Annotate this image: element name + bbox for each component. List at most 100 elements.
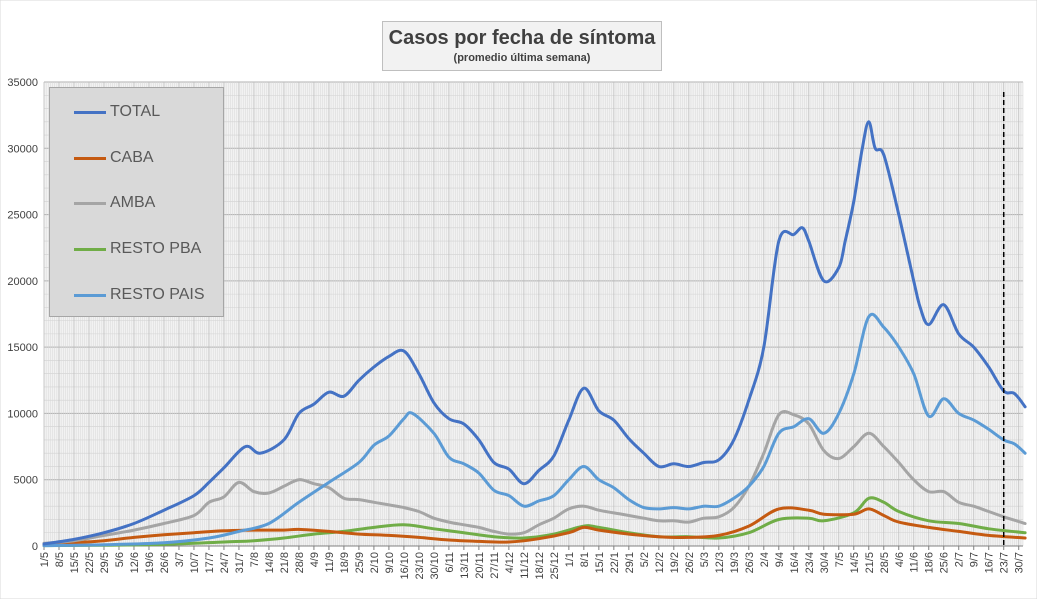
series-line-amba xyxy=(42,410,1027,545)
x-tick-label: 4/12 xyxy=(504,552,516,573)
x-axis: 1/5 8/5 15/5 22/5 29/5 5/6 12/6 19/6 26/6 3/7 10/7… xyxy=(39,545,1026,580)
x-tick-label: 4/9 xyxy=(309,552,321,567)
x-tick-label: 5/2 xyxy=(639,552,651,567)
x-tick-label: 2/7 xyxy=(954,552,966,567)
x-tick-label: 5/3 xyxy=(699,552,711,567)
x-tick-label: 26/3 xyxy=(744,552,756,573)
x-tick-label: 28/5 xyxy=(879,552,891,573)
x-tick-label: 21/5 xyxy=(864,552,876,573)
legend-item-amba: AMBA xyxy=(74,191,155,215)
x-tick-label: 15/1 xyxy=(594,552,606,573)
series-line-total xyxy=(42,120,1027,546)
x-tick-label: 12/2 xyxy=(654,552,666,573)
x-tick-label: 25/12 xyxy=(549,552,561,580)
x-tick-label: 26/6 xyxy=(159,552,171,573)
y-tick-label: 15000 xyxy=(7,342,38,354)
y-tick-label: 10000 xyxy=(7,408,38,420)
x-tick-label: 29/5 xyxy=(99,552,111,573)
x-tick-label: 8/1 xyxy=(579,552,591,567)
series-lines xyxy=(42,120,1027,548)
x-tick-label: 1/5 xyxy=(39,552,51,567)
y-tick-label: 5000 xyxy=(14,475,38,487)
x-tick-label: 12/3 xyxy=(714,552,726,573)
x-tick-label: 9/4 xyxy=(774,552,786,567)
x-tick-label: 10/7 xyxy=(189,552,201,573)
x-tick-label: 6/11 xyxy=(444,552,456,573)
x-tick-label: 18/6 xyxy=(924,552,936,573)
legend-item-total: TOTAL xyxy=(74,100,160,124)
legend-swatch-caba xyxy=(74,156,106,160)
legend-swatch-resto-pais xyxy=(74,293,106,297)
x-tick-label: 21/8 xyxy=(279,552,291,573)
legend-item-resto-pais: RESTO PAIS xyxy=(74,283,205,307)
x-tick-label: 11/12 xyxy=(519,552,531,579)
x-tick-label: 5/6 xyxy=(114,552,126,567)
x-tick-label: 13/11 xyxy=(459,552,471,579)
x-tick-label: 3/7 xyxy=(174,552,186,567)
x-tick-label: 19/6 xyxy=(144,552,156,573)
x-tick-label: 7/5 xyxy=(834,552,846,567)
x-tick-label: 30/7 xyxy=(1014,552,1026,573)
legend-label-resto-pba: RESTO PBA xyxy=(110,240,202,257)
x-tick-label: 28/8 xyxy=(294,552,306,573)
x-tick-label: 29/1 xyxy=(624,552,636,573)
x-tick-label: 12/6 xyxy=(129,552,141,573)
chart-subtitle: (promedio última semana) xyxy=(453,52,591,64)
legend-label-amba: AMBA xyxy=(110,194,156,211)
x-tick-label: 22/1 xyxy=(609,552,621,573)
x-tick-label: 14/5 xyxy=(849,552,861,573)
x-tick-label: 20/11 xyxy=(474,552,486,579)
legend-swatch-resto-pba xyxy=(74,247,106,251)
legend-swatch-total xyxy=(74,110,106,114)
x-tick-label: 8/5 xyxy=(54,552,66,567)
y-tick-label: 0 xyxy=(32,541,38,553)
x-tick-label: 23/10 xyxy=(414,552,426,580)
x-tick-label: 30/4 xyxy=(819,552,831,573)
legend-label-caba: CABA xyxy=(110,149,154,166)
x-tick-label: 15/5 xyxy=(69,552,81,573)
x-tick-label: 23/7 xyxy=(999,552,1011,573)
chart-title-box: Casos por fecha de síntoma (promedio últ… xyxy=(382,21,662,71)
x-tick-label: 18/12 xyxy=(534,552,546,580)
y-tick-label: 25000 xyxy=(7,210,38,222)
legend-item-caba: CABA xyxy=(74,146,154,170)
legend-swatch-amba xyxy=(74,201,106,205)
series-line-resto-pais xyxy=(42,312,1027,548)
x-tick-label: 7/8 xyxy=(249,552,261,567)
y-tick-label: 20000 xyxy=(7,276,38,288)
x-tick-label: 27/11 xyxy=(489,552,501,579)
x-tick-label: 16/10 xyxy=(399,552,411,580)
x-tick-label: 23/4 xyxy=(804,552,816,573)
x-tick-label: 18/9 xyxy=(339,552,351,573)
x-tick-label: 19/3 xyxy=(729,552,741,573)
x-tick-label: 11/9 xyxy=(324,552,336,573)
x-tick-label: 19/2 xyxy=(669,552,681,573)
chart-title: Casos por fecha de síntoma xyxy=(388,27,656,49)
legend-label-total: TOTAL xyxy=(110,103,161,120)
x-tick-label: 25/6 xyxy=(939,552,951,573)
x-tick-label: 31/7 xyxy=(234,552,246,573)
x-tick-label: 24/7 xyxy=(219,552,231,573)
x-tick-label: 16/7 xyxy=(984,552,996,573)
x-tick-label: 1/1 xyxy=(564,552,576,567)
x-tick-label: 17/7 xyxy=(204,552,216,573)
x-tick-label: 9/10 xyxy=(384,552,396,573)
x-tick-label: 22/5 xyxy=(84,552,96,573)
x-tick-label: 2/10 xyxy=(369,552,381,573)
x-tick-label: 2/4 xyxy=(759,552,771,567)
y-axis: 0 5000 10000 15000 20000 25000 30000 35000 xyxy=(7,77,38,553)
y-tick-label: 35000 xyxy=(7,77,38,89)
x-tick-label: 4/6 xyxy=(894,552,906,567)
x-tick-label: 14/8 xyxy=(264,552,276,573)
series-line-resto-pba xyxy=(42,496,1027,548)
series-line-caba xyxy=(42,506,1027,547)
x-tick-label: 30/10 xyxy=(429,552,441,580)
y-tick-label: 30000 xyxy=(7,143,38,155)
x-tick-label: 16/4 xyxy=(789,552,801,573)
x-tick-label: 26/2 xyxy=(684,552,696,573)
legend-label-resto-pais: RESTO PAIS xyxy=(110,286,205,303)
x-tick-label: 11/6 xyxy=(909,552,921,573)
x-tick-label: 25/9 xyxy=(354,552,366,573)
